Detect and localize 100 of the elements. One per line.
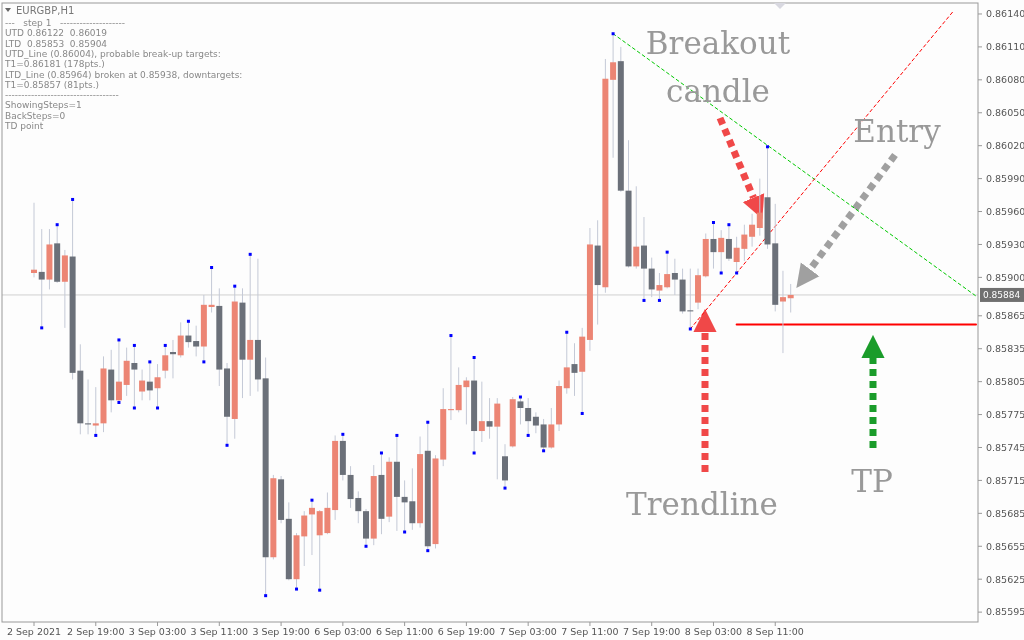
annotation: T1=0.86181 (178pts.) (4, 59, 105, 70)
point (202, 360, 206, 364)
point (719, 271, 723, 275)
candlestick (115, 339, 122, 403)
y-tick-label: 0.86080 (986, 74, 1024, 86)
point (210, 266, 214, 269)
point (163, 343, 167, 347)
y-tick-label: 0.85865 (986, 310, 1024, 322)
annotation: Breakout candle (645, 25, 791, 109)
point (117, 401, 121, 404)
point (580, 411, 584, 415)
point (186, 319, 190, 323)
annotation: LTD_Line (0.85964) broken at 0.85938, downtargets: (5, 69, 243, 80)
point (395, 433, 399, 437)
x-tick-label: 7 Sep 19:00 (623, 626, 681, 637)
point (711, 221, 715, 224)
annotation: Trendline (626, 486, 778, 522)
chart-title: EURGBP,H1 (16, 5, 75, 16)
y-tick-label: 0.85625 (986, 573, 1024, 585)
point (766, 145, 770, 149)
annotation: --- step 1 -------------------- (5, 18, 125, 28)
candlestick (710, 222, 717, 270)
point (225, 443, 229, 447)
point (503, 486, 507, 490)
point (426, 549, 430, 553)
candlestick (154, 363, 161, 409)
x-tick-label: 3 Sep 11:00 (190, 626, 248, 637)
y-tick-label: 0.85805 (986, 375, 1024, 387)
candlestick (525, 397, 532, 436)
x-tick-label: 7 Sep 03:00 (499, 626, 557, 637)
y-tick-label: 0.86140 (986, 8, 1024, 20)
annotation: Entry (853, 113, 942, 149)
candlestick (664, 251, 671, 289)
point (310, 498, 314, 502)
candlestick (162, 344, 169, 379)
candlestick (486, 397, 493, 440)
annotation: TD point (4, 121, 44, 131)
y-tick-label: 0.86050 (986, 107, 1024, 119)
point (295, 587, 299, 591)
point (132, 406, 136, 410)
point (449, 334, 453, 338)
candlestick (131, 344, 138, 409)
annotation: UTD 0.86122 0.86019 (5, 28, 108, 39)
point (403, 530, 407, 534)
candlestick (610, 33, 617, 159)
point (132, 343, 136, 347)
candlestick (548, 407, 555, 450)
annotation: ----------------------------------- (5, 90, 119, 101)
candlestick (193, 325, 200, 357)
candlestick (517, 396, 524, 425)
candlestick (185, 320, 192, 349)
candlestick (92, 386, 99, 436)
y-tick-label: 0.85715 (986, 474, 1024, 486)
candlestick (725, 224, 732, 262)
ref-line-label: 0.85884 (983, 290, 1021, 301)
point (642, 298, 646, 302)
x-tick-label: 6 Sep 11:00 (375, 626, 434, 637)
point (472, 356, 476, 359)
point (94, 433, 98, 437)
annotation: LTD 0.85853 0.85904 (5, 38, 108, 49)
point (148, 360, 152, 364)
point (472, 451, 476, 455)
y-tick-label: 0.85990 (986, 172, 1024, 184)
y-tick-label: 0.85685 (986, 507, 1024, 519)
x-tick-label: 2 Sep 2021 (6, 626, 62, 637)
point (611, 32, 615, 36)
y-tick-label: 0.85900 (986, 271, 1024, 283)
x-tick-label: 3 Sep 03:00 (128, 626, 187, 637)
x-tick-label: 7 Sep 11:00 (561, 626, 619, 637)
point (40, 326, 44, 330)
point (364, 544, 368, 548)
y-tick-label: 0.85960 (986, 205, 1024, 217)
y-tick-label: 0.85775 (986, 408, 1024, 420)
annotation: TP (851, 463, 893, 499)
candlestick (177, 321, 184, 358)
x-tick-label: 8 Sep 03:00 (684, 626, 743, 637)
y-tick-label: 0.85745 (986, 441, 1024, 453)
y-tick-label: 0.86020 (986, 140, 1024, 151)
point (71, 197, 75, 201)
candlestick (494, 397, 501, 480)
point (248, 252, 252, 256)
candlestick (563, 331, 570, 395)
point (233, 284, 237, 288)
point (379, 451, 383, 455)
candlestick (749, 213, 756, 248)
point (657, 298, 661, 302)
candlestick (633, 185, 640, 270)
point (542, 449, 546, 453)
y-tick-label: 0.86110 (986, 41, 1024, 53)
x-tick-label: 3 Sep 19:00 (252, 626, 310, 637)
candlestick (532, 411, 539, 434)
candlestick (718, 229, 725, 274)
point (665, 250, 669, 254)
point (55, 223, 59, 227)
point (727, 223, 731, 227)
candlestick (169, 339, 176, 379)
point (735, 271, 739, 275)
candlestick (31, 202, 37, 278)
y-tick-label: 0.85595 (986, 606, 1024, 618)
point (318, 588, 322, 592)
